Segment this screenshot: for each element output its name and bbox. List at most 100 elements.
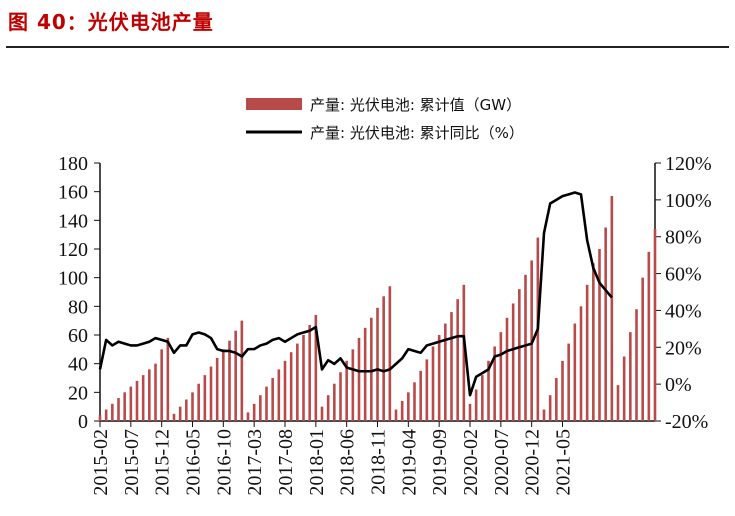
- bar: [271, 378, 274, 421]
- bar: [228, 340, 231, 421]
- bar-series: [98, 195, 657, 421]
- x-tick-label: 2019-09: [429, 429, 451, 496]
- right-y-tick-label: 20%: [665, 337, 702, 359]
- bar: [561, 360, 564, 421]
- left-y-tick-label: 140: [58, 210, 88, 232]
- bar: [653, 228, 657, 421]
- x-tick-label: 2019-04: [398, 429, 420, 496]
- left-y-tick-label: 60: [68, 325, 88, 347]
- bar: [166, 337, 170, 421]
- right-y-tick-label: 100%: [665, 190, 712, 212]
- bar: [234, 330, 237, 421]
- bar: [154, 363, 157, 421]
- bar: [629, 332, 632, 421]
- bar: [339, 372, 342, 421]
- bar: [431, 346, 435, 421]
- bar: [511, 303, 515, 421]
- x-tick-label: 2016-05: [183, 429, 205, 496]
- bar: [456, 299, 459, 421]
- bar: [437, 335, 441, 421]
- bar: [468, 403, 472, 421]
- bar: [123, 392, 126, 421]
- bar: [481, 375, 484, 421]
- left-y-tick-label: 40: [68, 354, 88, 376]
- bar: [178, 406, 182, 421]
- bar: [289, 352, 293, 421]
- bar: [141, 375, 145, 421]
- right-y-tick-label: 120%: [665, 153, 712, 175]
- x-tick-label: 2016-10: [213, 429, 235, 496]
- left-y-tick-label: 20: [68, 382, 88, 404]
- x-tick-label: 2015-12: [152, 429, 174, 496]
- bar: [542, 409, 546, 421]
- x-tick-label: 2017-03: [244, 429, 266, 496]
- left-y-tick-label: 80: [68, 296, 88, 318]
- bar: [252, 403, 256, 421]
- bar: [345, 360, 348, 421]
- bar: [382, 296, 385, 421]
- bar: [388, 286, 392, 421]
- bar: [407, 392, 410, 421]
- bar: [148, 369, 151, 421]
- yoy-line: [98, 191, 613, 397]
- bar: [215, 357, 219, 421]
- bar: [505, 317, 509, 421]
- x-tick-label: 2015-07: [121, 429, 143, 496]
- bar: [308, 324, 311, 421]
- x-tick-label: 2017-08: [275, 429, 297, 496]
- bar: [444, 323, 447, 421]
- bar: [567, 343, 570, 421]
- bar: [259, 395, 262, 421]
- x-tick-label: 2020-07: [491, 429, 513, 496]
- bar: [302, 335, 305, 421]
- legend-bar-swatch: [246, 98, 302, 110]
- x-tick-label: 2021-05: [553, 429, 575, 496]
- bar: [209, 366, 213, 421]
- right-y-tick-label: 0%: [665, 374, 692, 396]
- x-tick-label: 2018-01: [306, 429, 328, 496]
- bar: [357, 337, 361, 421]
- bar: [117, 398, 120, 421]
- line-series: [98, 191, 613, 397]
- bar: [616, 385, 620, 421]
- left-y-tick-label: 0: [78, 411, 88, 433]
- bar: [135, 380, 139, 421]
- bar: [320, 406, 324, 421]
- bar: [487, 360, 490, 421]
- bar: [351, 349, 355, 421]
- bar: [98, 415, 102, 421]
- bar: [450, 312, 453, 421]
- bar: [246, 412, 250, 421]
- bar: [499, 332, 503, 421]
- right-y-tick-label: 40%: [665, 300, 702, 322]
- bar: [283, 360, 287, 421]
- bar: [635, 309, 638, 421]
- bar: [222, 349, 225, 421]
- bar: [333, 383, 336, 421]
- bar: [425, 359, 429, 421]
- bar: [548, 395, 552, 421]
- bar: [647, 251, 651, 421]
- bar: [185, 399, 188, 421]
- x-tick-label: 2018-06: [337, 429, 359, 496]
- bar: [585, 284, 589, 421]
- left-y-tick-label: 180: [58, 153, 88, 175]
- right-y-tick-label: -20%: [665, 411, 708, 433]
- bar: [277, 369, 281, 421]
- bar: [240, 320, 244, 421]
- left-y-tick-label: 160: [58, 182, 88, 204]
- bar: [400, 400, 404, 421]
- bar: [573, 323, 577, 421]
- bar: [160, 349, 163, 421]
- bar: [493, 346, 496, 421]
- x-tick-label: 2020-02: [460, 429, 482, 496]
- left-y-tick-label: 120: [58, 239, 88, 261]
- bar: [370, 317, 373, 421]
- bar: [598, 249, 601, 421]
- bar: [203, 375, 207, 421]
- bar: [197, 383, 200, 421]
- right-y-tick-label: 80%: [665, 227, 702, 249]
- bar: [129, 386, 133, 421]
- legend: 产量: 光伏电池: 累计值（GW） 产量: 光伏电池: 累计同比（%）: [246, 96, 524, 142]
- legend-line-label: 产量: 光伏电池: 累计同比（%）: [310, 124, 524, 142]
